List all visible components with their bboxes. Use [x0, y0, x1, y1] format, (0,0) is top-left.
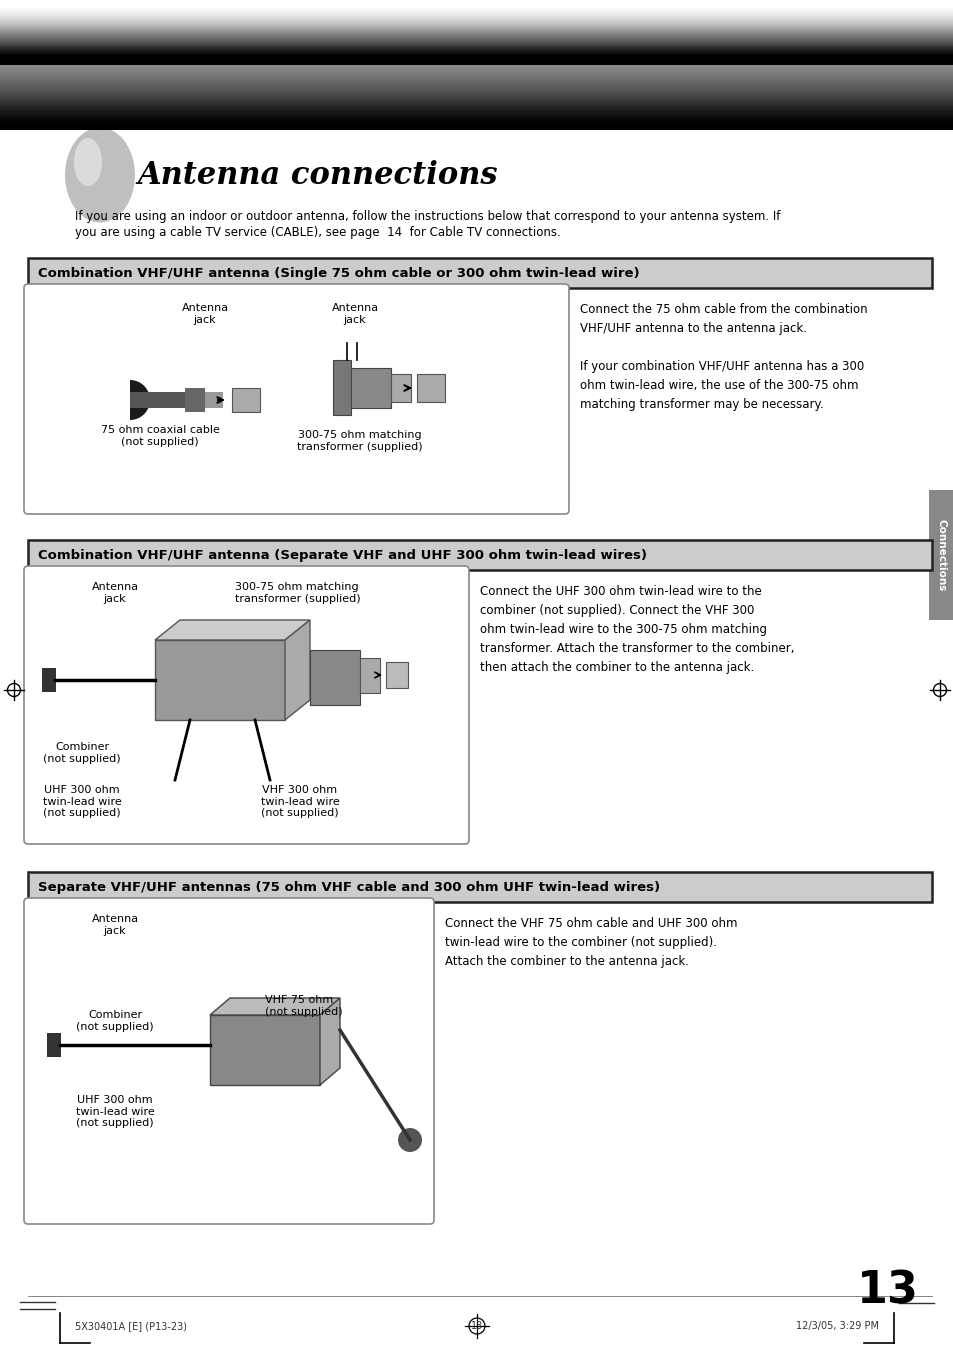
Text: 12/3/05, 3:29 PM: 12/3/05, 3:29 PM [795, 1321, 878, 1331]
Wedge shape [130, 380, 150, 420]
Bar [95, 18, 118, 51]
Bar [28, 258, 931, 288]
Text: Connections: Connections [75, 104, 156, 116]
Bar [185, 388, 205, 412]
Bar [28, 540, 931, 570]
Text: you are using a cable TV service (CABLE), see page  14  for Cable TV connections: you are using a cable TV service (CABLE)… [75, 226, 560, 239]
Text: VHF 75 ohm
(not supplied): VHF 75 ohm (not supplied) [265, 994, 342, 1016]
Text: Combiner
(not supplied): Combiner (not supplied) [76, 1011, 153, 1032]
Bar [741, 18, 768, 51]
Bar [95, 18, 370, 51]
Text: If you are using an indoor or outdoor antenna, follow the instructions below tha: If you are using an indoor or outdoor an… [75, 209, 780, 223]
Bar [210, 1015, 319, 1085]
Bar [187, 18, 210, 51]
FancyBboxPatch shape [24, 566, 469, 844]
Bar [875, 18, 902, 51]
Text: Separate VHF/UHF antennas (75 ohm VHF cable and 300 ohm UHF twin-lead wires): Separate VHF/UHF antennas (75 ohm VHF ca… [38, 881, 659, 893]
Bar [118, 18, 141, 51]
Bar [233, 18, 255, 51]
Text: 13: 13 [471, 1321, 482, 1331]
Bar [310, 650, 359, 705]
Bar [0, 59, 953, 70]
Bar [324, 18, 347, 51]
Bar [768, 18, 795, 51]
FancyBboxPatch shape [24, 898, 434, 1224]
Text: Antenna
jack: Antenna jack [91, 582, 138, 604]
Polygon shape [285, 620, 310, 720]
Ellipse shape [74, 138, 102, 186]
Text: Connect the VHF 75 ohm cable and UHF 300 ohm
twin-lead wire to the combiner (not: Connect the VHF 75 ohm cable and UHF 300… [444, 917, 737, 969]
Bar [821, 18, 848, 51]
Bar [130, 392, 185, 408]
Bar [416, 374, 444, 403]
Bar [795, 18, 821, 51]
Bar [28, 871, 931, 902]
Bar [928, 490, 953, 620]
Text: Connect the 75 ohm cable from the combination
VHF/UHF antenna to the antenna jac: Connect the 75 ohm cable from the combin… [579, 303, 866, 411]
Ellipse shape [65, 127, 135, 223]
Bar [661, 18, 688, 51]
Text: Combiner
(not supplied): Combiner (not supplied) [43, 742, 121, 763]
Bar [210, 18, 233, 51]
Bar [141, 18, 164, 51]
Bar [255, 18, 278, 51]
Bar [359, 658, 379, 693]
Wedge shape [397, 1128, 421, 1152]
Text: Antenna
jack: Antenna jack [331, 303, 378, 324]
Bar [386, 662, 408, 688]
Bar [232, 388, 260, 412]
Text: Antenna connections: Antenna connections [137, 159, 497, 190]
Bar [635, 18, 902, 51]
Polygon shape [154, 620, 310, 640]
Bar [154, 640, 285, 720]
Bar [635, 18, 661, 51]
Bar [848, 18, 875, 51]
Text: UHF 300 ohm
twin-lead wire
(not supplied): UHF 300 ohm twin-lead wire (not supplied… [43, 785, 121, 819]
Bar [278, 18, 301, 51]
Text: Antenna
jack: Antenna jack [91, 915, 138, 936]
Bar [47, 1034, 61, 1056]
FancyBboxPatch shape [24, 284, 568, 513]
Text: 300-75 ohm matching
transformer (supplied): 300-75 ohm matching transformer (supplie… [297, 430, 422, 451]
Text: 5X30401A [E] (P13-23): 5X30401A [E] (P13-23) [75, 1321, 187, 1331]
Text: UHF 300 ohm
twin-lead wire
(not supplied): UHF 300 ohm twin-lead wire (not supplied… [75, 1096, 154, 1128]
Bar [164, 18, 187, 51]
Bar [347, 18, 370, 51]
Text: Combination VHF/UHF antenna (Single 75 ohm cable or 300 ohm twin-lead wire): Combination VHF/UHF antenna (Single 75 o… [38, 266, 639, 280]
Text: 13: 13 [856, 1270, 918, 1313]
Bar [688, 18, 715, 51]
Text: Combination VHF/UHF antenna (Separate VHF and UHF 300 ohm twin-lead wires): Combination VHF/UHF antenna (Separate VH… [38, 549, 646, 562]
Polygon shape [319, 998, 339, 1085]
Text: Connect the UHF 300 ohm twin-lead wire to the
combiner (not supplied). Connect t: Connect the UHF 300 ohm twin-lead wire t… [479, 585, 794, 674]
Bar [205, 392, 223, 408]
Text: VHF 300 ohm
twin-lead wire
(not supplied): VHF 300 ohm twin-lead wire (not supplied… [260, 785, 339, 819]
Bar [301, 18, 324, 51]
Text: 300-75 ohm matching
transformer (supplied): 300-75 ohm matching transformer (supplie… [234, 582, 360, 604]
Bar [715, 18, 741, 51]
Bar [351, 367, 391, 408]
Bar [333, 359, 351, 415]
Bar [391, 374, 411, 403]
Bar [42, 667, 56, 692]
Text: 75 ohm coaxial cable
(not supplied): 75 ohm coaxial cable (not supplied) [100, 426, 219, 447]
Text: Antenna
jack: Antenna jack [181, 303, 229, 324]
Polygon shape [210, 998, 339, 1015]
Text: Connections: Connections [936, 519, 945, 592]
